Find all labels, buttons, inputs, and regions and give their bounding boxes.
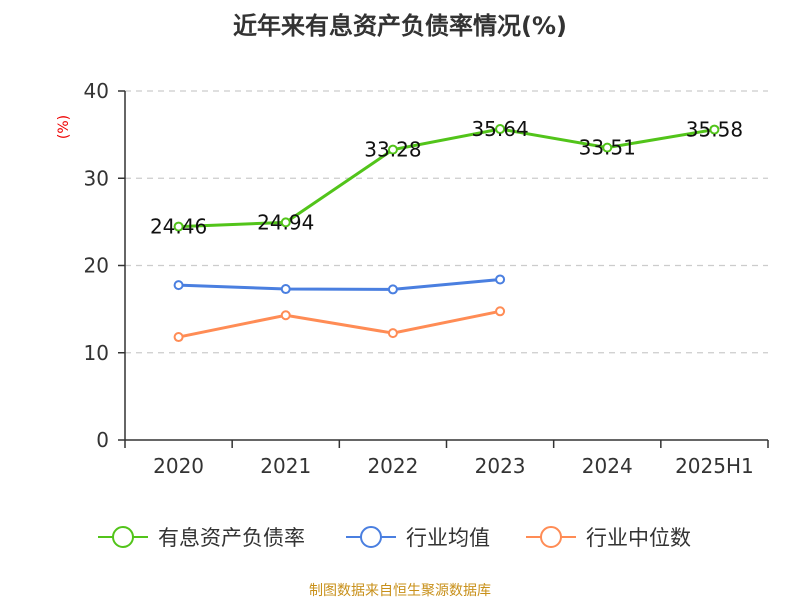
data-label: 33.51: [579, 136, 636, 160]
series-line: [178, 309, 501, 339]
data-label: 33.28: [364, 138, 421, 162]
data-point: [495, 124, 506, 135]
series-line: [178, 277, 501, 291]
data-point: [280, 310, 291, 321]
series-line: [178, 127, 715, 229]
legend-marker: [112, 526, 134, 548]
legend-marker: [360, 526, 382, 548]
legend-marker: [540, 526, 562, 548]
data-point: [387, 328, 398, 339]
data-point: [173, 221, 184, 232]
x-tick-label: 2021: [260, 454, 311, 478]
data-label: 35.64: [471, 117, 528, 141]
data-point: [173, 332, 184, 343]
legend-label: 行业中位数: [586, 526, 691, 550]
data-label: 24.94: [257, 210, 314, 234]
y-tick-label: 0: [96, 428, 109, 452]
x-tick-label: 2025H1: [675, 454, 754, 478]
data-point: [602, 142, 613, 153]
data-point: [495, 274, 506, 285]
data-label: 24.46: [150, 215, 207, 239]
data-point: [387, 284, 398, 295]
source-footer: 制图数据来自恒生聚源数据库: [309, 583, 491, 599]
x-tick-label: 2020: [153, 454, 204, 478]
data-point: [387, 144, 398, 155]
y-axis-label: (%): [56, 115, 72, 139]
chart-title: 近年来有息资产负债率情况(%): [233, 12, 567, 40]
x-tick-label: 2023: [475, 454, 526, 478]
x-tick-label: 2022: [367, 454, 418, 478]
data-point: [280, 284, 291, 295]
legend-label: 有息资产负债率: [158, 526, 305, 550]
legend-label: 行业均值: [406, 526, 490, 550]
y-tick-label: 30: [84, 166, 109, 190]
y-tick-label: 20: [84, 254, 109, 278]
data-point: [280, 217, 291, 228]
y-tick-label: 40: [84, 79, 109, 103]
data-point: [495, 306, 506, 317]
data-point: [173, 280, 184, 291]
y-tick-label: 10: [84, 341, 109, 365]
data-point: [709, 124, 720, 135]
x-tick-label: 2024: [582, 454, 633, 478]
data-label: 35.58: [686, 118, 743, 142]
